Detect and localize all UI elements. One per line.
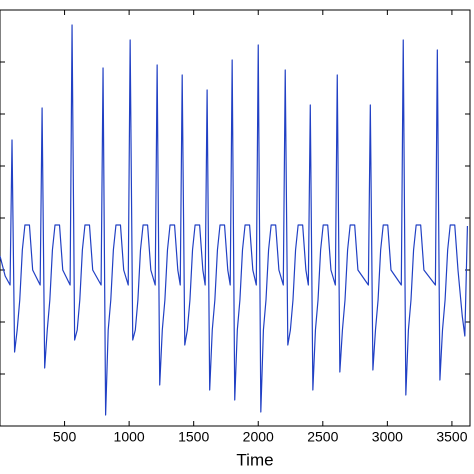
x-tick-label: 500 [53, 429, 77, 445]
x-tick-label: 2500 [307, 429, 338, 445]
x-axis-title: Time [236, 450, 273, 469]
x-tick-label: 1000 [114, 429, 145, 445]
x-tick-label: 2000 [243, 429, 274, 445]
line-series [0, 24, 469, 416]
x-tick-label: 3500 [436, 429, 467, 445]
x-tick-label: 1500 [178, 429, 209, 445]
x-tick-label: 3000 [372, 429, 403, 445]
